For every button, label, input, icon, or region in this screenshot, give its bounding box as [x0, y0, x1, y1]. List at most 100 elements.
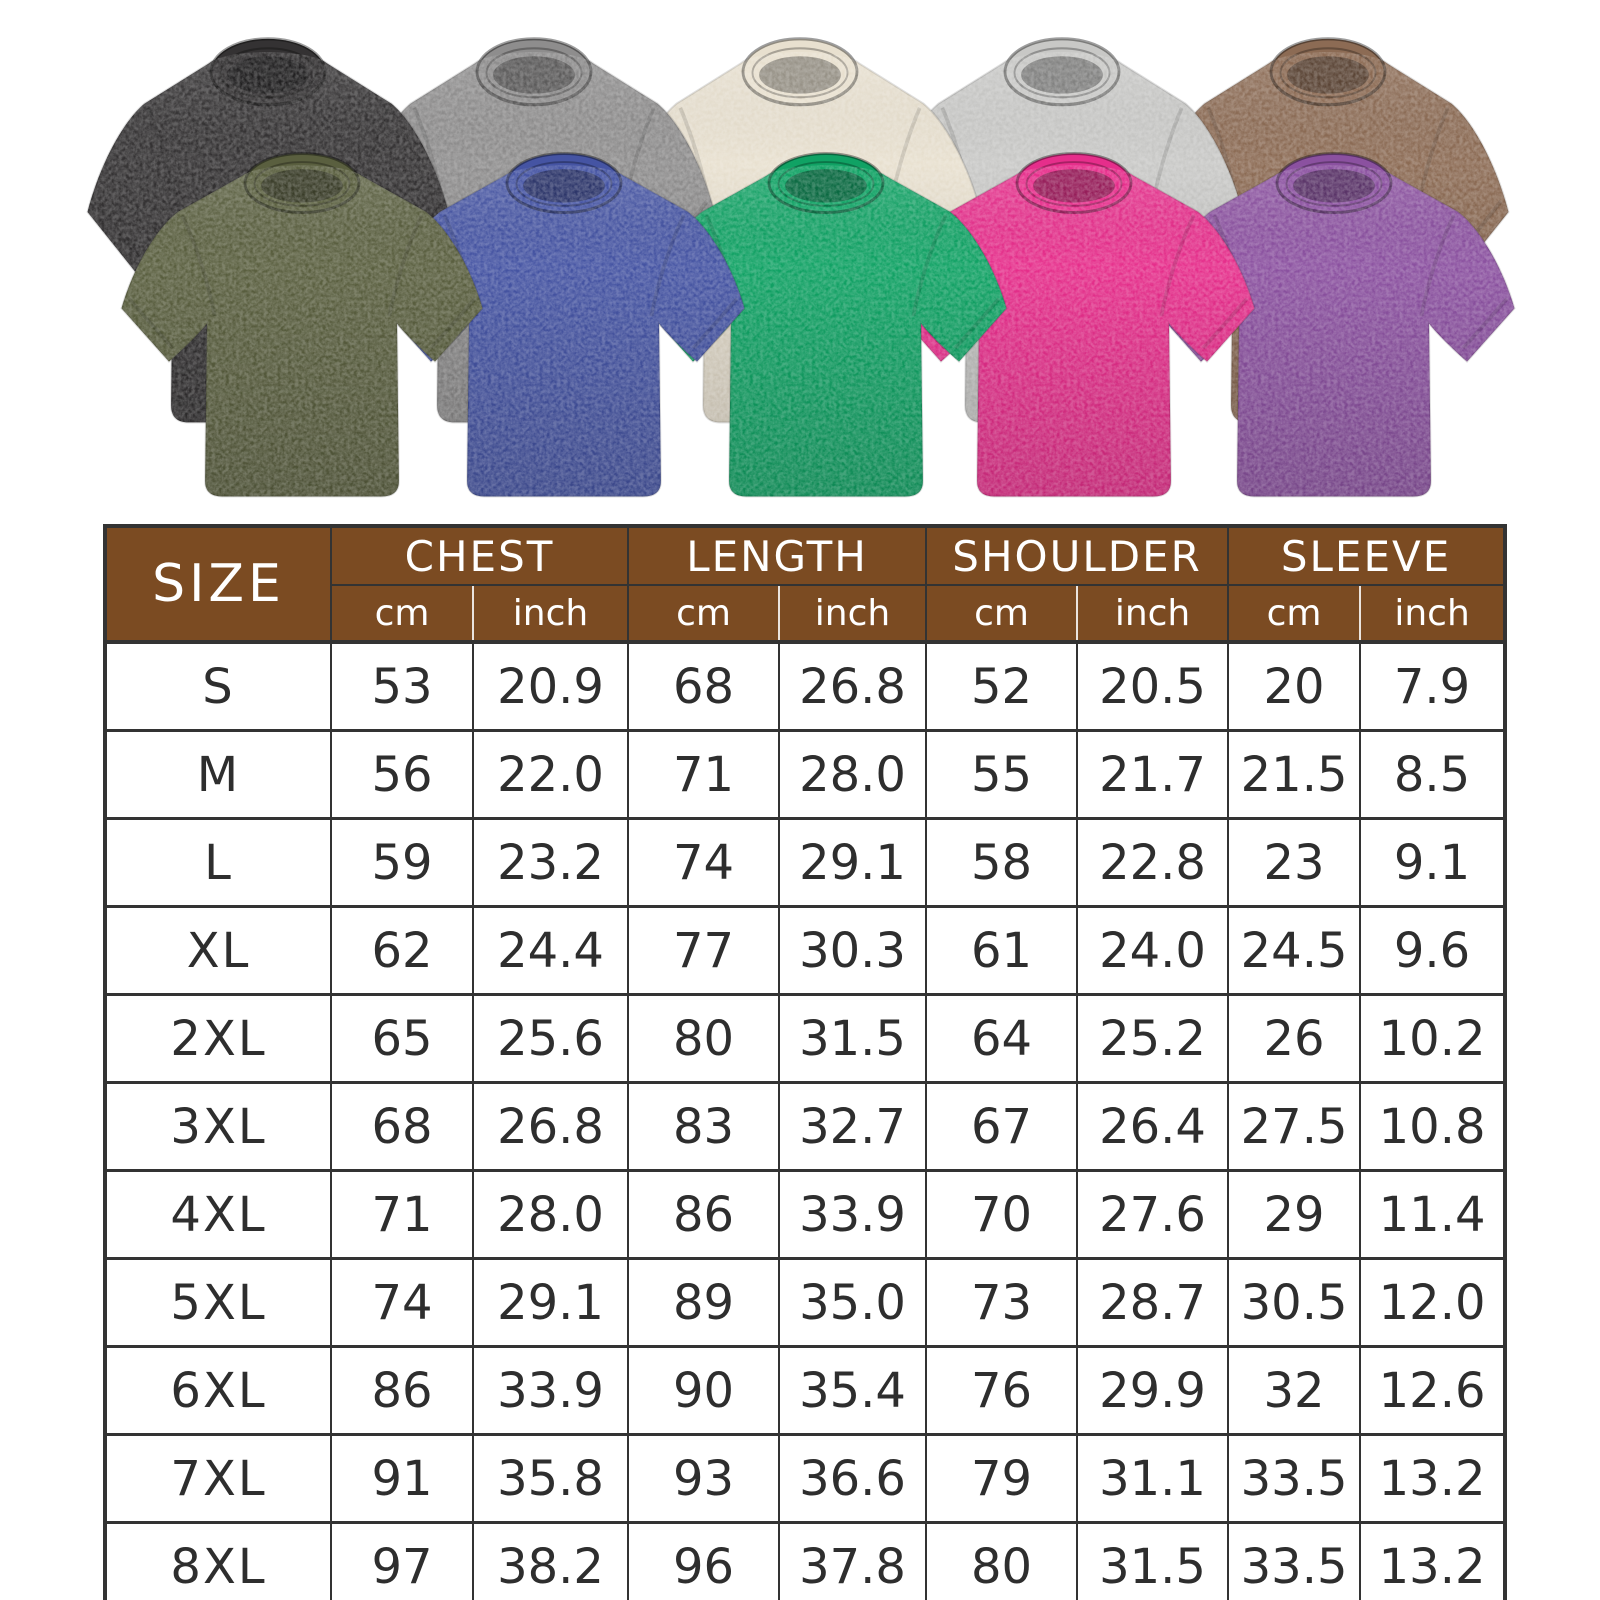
measurement-value: 13.2	[1359, 1521, 1507, 1600]
size-label: 4XL	[104, 1169, 332, 1260]
measurement-value: 79	[925, 1433, 1079, 1524]
size-row-7xl: 7XL 91 35.8 93 36.6 79 31.1 33.5 13.2	[104, 1433, 1507, 1524]
measurement-value: 53	[330, 640, 474, 732]
measurement-value: 59	[330, 817, 474, 908]
measurement-value: 37.8	[778, 1521, 928, 1600]
measurement-value: 90	[627, 1345, 781, 1436]
measurement-value: 67	[925, 1081, 1079, 1172]
measurement-value: 52	[925, 640, 1079, 732]
header-sleeve: SLEEVE	[1227, 525, 1507, 586]
measurement-value: 86	[627, 1169, 781, 1260]
measurement-value: 30.5	[1227, 1257, 1362, 1348]
measurement-value: 70	[925, 1169, 1079, 1260]
header-shoulder: SHOULDER	[925, 525, 1230, 586]
tshirt-washed-blue	[382, 152, 746, 498]
measurement-value: 35.8	[471, 1433, 630, 1524]
measurement-value: 73	[925, 1257, 1079, 1348]
measurement-value: 9.6	[1359, 905, 1507, 996]
measurement-value: 80	[627, 993, 781, 1084]
measurement-value: 68	[627, 640, 781, 732]
measurement-value: 13.2	[1359, 1433, 1507, 1524]
size-row-6xl: 6XL 86 33.9 90 35.4 76 29.9 32 12.6	[104, 1345, 1507, 1436]
measurement-value: 35.0	[778, 1257, 928, 1348]
measurement-value: 61	[925, 905, 1079, 996]
header-chest-cm: cm	[330, 584, 474, 643]
measurement-value: 26.4	[1076, 1081, 1230, 1172]
size-row-m: M 56 22.0 71 28.0 55 21.7 21.5 8.5	[104, 729, 1507, 820]
measurement-value: 28.0	[778, 729, 928, 820]
measurement-value: 28.7	[1076, 1257, 1230, 1348]
measurement-value: 10.2	[1359, 993, 1507, 1084]
product-gallery	[0, 0, 1600, 540]
measurement-value: 26.8	[778, 640, 928, 732]
measurement-value: 74	[627, 817, 781, 908]
header-shoulder-inch: inch	[1076, 584, 1230, 643]
measurement-value: 27.6	[1076, 1169, 1230, 1260]
measurement-value: 71	[330, 1169, 474, 1260]
measurement-value: 9.1	[1359, 817, 1507, 908]
measurement-value: 24.5	[1227, 905, 1362, 996]
size-row-xl: XL 62 24.4 77 30.3 61 24.0 24.5 9.6	[104, 905, 1507, 996]
measurement-value: 91	[330, 1433, 474, 1524]
size-row-2xl: 2XL 65 25.6 80 31.5 64 25.2 26 10.2	[104, 993, 1507, 1084]
size-label: 2XL	[104, 993, 332, 1084]
measurement-value: 23	[1227, 817, 1362, 908]
size-row-s: S 53 20.9 68 26.8 52 20.5 20 7.9	[104, 640, 1507, 732]
size-label: 7XL	[104, 1433, 332, 1524]
measurement-value: 29.1	[471, 1257, 630, 1348]
header-sleeve-inch: inch	[1359, 584, 1507, 643]
size-label: 3XL	[104, 1081, 332, 1172]
size-label: M	[104, 729, 332, 820]
measurement-value: 71	[627, 729, 781, 820]
header-size: SIZE	[104, 525, 332, 643]
size-row-5xl: 5XL 74 29.1 89 35.0 73 28.7 30.5 12.0	[104, 1257, 1507, 1348]
measurement-value: 77	[627, 905, 781, 996]
measurement-value: 83	[627, 1081, 781, 1172]
measurement-value: 62	[330, 905, 474, 996]
size-row-8xl: 8XL 97 38.2 96 37.8 80 31.5 33.5 13.2	[104, 1521, 1507, 1600]
measurement-value: 28.0	[471, 1169, 630, 1260]
header-shoulder-cm: cm	[925, 584, 1079, 643]
measurement-value: 29.9	[1076, 1345, 1230, 1436]
measurement-value: 30.3	[778, 905, 928, 996]
measurement-value: 32.7	[778, 1081, 928, 1172]
measurement-value: 12.6	[1359, 1345, 1507, 1436]
measurement-value: 35.4	[778, 1345, 928, 1436]
measurement-value: 32	[1227, 1345, 1362, 1436]
measurement-value: 29	[1227, 1169, 1362, 1260]
tshirt-kelly-green	[644, 152, 1008, 498]
measurement-value: 21.7	[1076, 729, 1230, 820]
measurement-value: 27.5	[1227, 1081, 1362, 1172]
measurement-value: 25.6	[471, 993, 630, 1084]
measurement-value: 29.1	[778, 817, 928, 908]
measurement-value: 97	[330, 1521, 474, 1600]
measurement-value: 31.5	[778, 993, 928, 1084]
header-length-cm: cm	[627, 584, 781, 643]
size-row-3xl: 3XL 68 26.8 83 32.7 67 26.4 27.5 10.8	[104, 1081, 1507, 1172]
size-label: S	[104, 640, 332, 732]
measurement-value: 86	[330, 1345, 474, 1436]
measurement-value: 23.2	[471, 817, 630, 908]
measurement-value: 26.8	[471, 1081, 630, 1172]
measurement-value: 20.9	[471, 640, 630, 732]
measurement-value: 12.0	[1359, 1257, 1507, 1348]
measurement-value: 7.9	[1359, 640, 1507, 732]
tshirt-army-green	[120, 152, 484, 498]
measurement-value: 20.5	[1076, 640, 1230, 732]
measurement-value: 8.5	[1359, 729, 1507, 820]
measurement-value: 22.8	[1076, 817, 1230, 908]
measurement-value: 38.2	[471, 1521, 630, 1600]
header-sleeve-cm: cm	[1227, 584, 1362, 643]
size-label: 6XL	[104, 1345, 332, 1436]
header-length: LENGTH	[627, 525, 928, 586]
measurement-value: 11.4	[1359, 1169, 1507, 1260]
size-label: 8XL	[104, 1521, 332, 1600]
measurement-value: 33.9	[471, 1345, 630, 1436]
measurement-value: 10.8	[1359, 1081, 1507, 1172]
tshirt-washed-purple	[1152, 152, 1516, 498]
measurement-value: 89	[627, 1257, 781, 1348]
measurement-value: 22.0	[471, 729, 630, 820]
measurement-value: 26	[1227, 993, 1362, 1084]
measurement-value: 20	[1227, 640, 1362, 732]
header-chest: CHEST	[329, 525, 630, 586]
